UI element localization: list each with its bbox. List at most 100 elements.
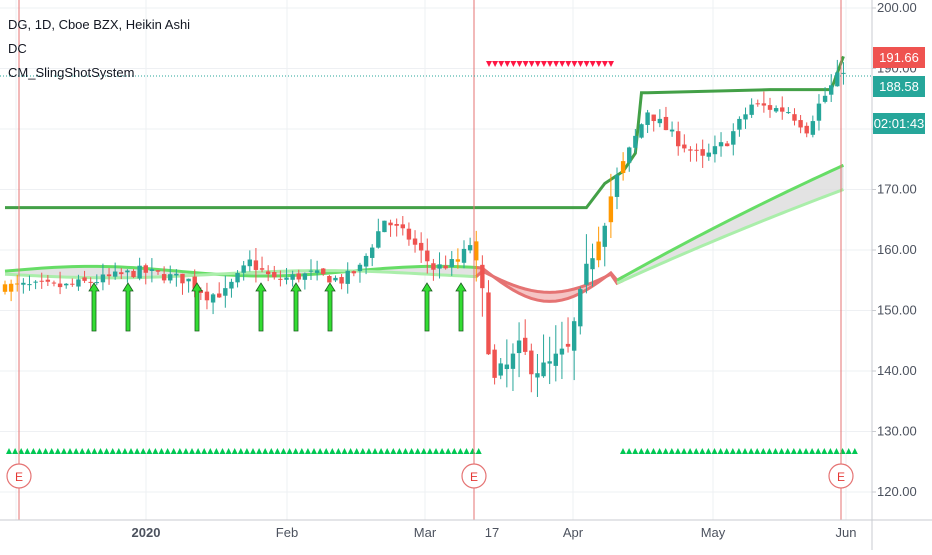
candle-body (633, 135, 638, 148)
candle-body (449, 259, 454, 267)
green-triangle-marker (262, 448, 269, 454)
green-triangle-marker (457, 448, 464, 454)
candle-body (314, 270, 320, 273)
candle-body (780, 107, 785, 112)
candle-body (804, 125, 809, 134)
candle-body (370, 247, 375, 258)
candle-body (2, 284, 8, 292)
symbol-title[interactable]: DG, 1D, Cboe BZX, Heikin Ashi (8, 17, 191, 32)
green-triangle-marker (414, 448, 421, 454)
green-triangle-marker (54, 448, 61, 454)
red-triangle-marker (577, 61, 584, 67)
candle-body (168, 274, 173, 281)
candle-body (290, 274, 295, 280)
candle-body (602, 225, 607, 247)
candle-body (645, 112, 650, 125)
green-triangle-marker (6, 448, 12, 454)
green-triangle-marker (687, 448, 694, 454)
green-triangle-marker (292, 448, 299, 454)
candle-body (510, 353, 516, 369)
buy-arrow (88, 282, 100, 332)
candle-body (8, 283, 14, 292)
green-triangle-marker (372, 448, 378, 454)
green-triangle-marker (378, 448, 385, 454)
green-triangle-marker (748, 448, 755, 454)
candle-body (657, 118, 663, 124)
red-triangle-marker (565, 61, 572, 67)
candle-body (345, 270, 350, 284)
candle-body (204, 291, 210, 301)
green-triangle-marker (304, 448, 311, 454)
red-triangle-marker (504, 61, 511, 67)
candle-body (498, 363, 503, 376)
last-price-label: 188.58 (873, 76, 925, 97)
green-triangle-marker (195, 448, 202, 454)
green-triangle-marker (311, 448, 317, 454)
green-triangle-marker (784, 448, 791, 454)
red-triangle-marker (583, 61, 590, 67)
x-axis-labels: 2020 Feb Mar 17 Apr May Jun (132, 525, 857, 540)
indicator-dc-label[interactable]: DC (8, 41, 27, 56)
green-triangle-marker (274, 448, 281, 454)
y-tick-label: 170.00 (877, 182, 917, 197)
candle-body (773, 108, 779, 112)
green-triangle-marker (121, 448, 128, 454)
candle-body (608, 196, 614, 223)
green-triangle-marker (286, 448, 293, 454)
green-triangle-marker (833, 448, 840, 454)
green-triangle-marker (766, 448, 773, 454)
green-triangle-marker (451, 448, 458, 454)
candle-body (571, 321, 577, 351)
green-triangle-marker (323, 448, 330, 454)
green-triangle-marker (347, 448, 354, 454)
candle-body (553, 353, 558, 366)
candle-body (253, 260, 259, 270)
candle-body (474, 241, 479, 261)
green-triangle-marker (693, 448, 700, 454)
green-triangle-marker (280, 448, 287, 454)
green-triangle-marker (760, 448, 767, 454)
green-triangle-marker (827, 448, 834, 454)
green-triangle-marker (365, 448, 372, 454)
indicator-slingshot-label[interactable]: CM_SlingShotSystem (8, 65, 135, 80)
green-triangle-marker (644, 448, 651, 454)
candle-body (461, 248, 467, 263)
candle-body (504, 364, 510, 370)
green-triangle-marker (201, 448, 208, 454)
green-triangle-marker (662, 448, 669, 454)
green-triangle-marker (146, 448, 153, 454)
candle-body (155, 270, 161, 272)
green-triangle-marker (851, 448, 858, 454)
y-tick-label: 150.00 (877, 303, 917, 318)
chart-legend: DG, 1D, Cboe BZX, Heikin Ashi DC CM_Slin… (8, 13, 190, 85)
red-triangle-marker (589, 61, 596, 67)
candle-body (676, 131, 681, 147)
green-triangle-marker (439, 448, 446, 454)
candle-body (412, 238, 418, 245)
green-triangle-marker (420, 448, 427, 454)
candle-body (596, 241, 601, 261)
green-triangle-marker (353, 448, 360, 454)
candle-body (724, 143, 730, 147)
candle-body (241, 265, 246, 273)
candle-body (327, 276, 332, 283)
candle-body (119, 272, 124, 275)
green-triangle-marker (717, 448, 724, 454)
candle-body (418, 242, 424, 251)
green-triangle-marker (626, 448, 633, 454)
green-triangle-marker (815, 448, 822, 454)
red-triangle-marker (540, 61, 547, 67)
candle-body (33, 281, 38, 283)
green-triangle-marker (845, 448, 852, 454)
green-triangle-marker (256, 448, 263, 454)
green-triangle-marker (91, 448, 98, 454)
green-triangle-marker (164, 448, 171, 454)
green-triangle-marker (134, 448, 141, 454)
earnings-marker (6, 463, 32, 489)
candle-body (406, 228, 412, 240)
x-tick-label: Mar (414, 525, 437, 540)
red-triangle-marker (516, 61, 523, 67)
